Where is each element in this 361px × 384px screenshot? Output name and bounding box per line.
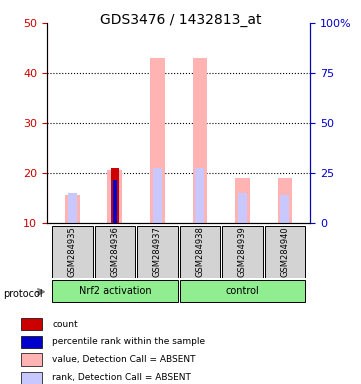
Text: GSM284938: GSM284938 [195,226,204,277]
Bar [192,58,207,223]
FancyBboxPatch shape [137,226,178,278]
Bar [108,170,122,223]
Bar [113,180,117,223]
Bar [235,178,250,223]
Bar [68,193,77,223]
Bar [238,193,247,223]
Bar [22,353,42,366]
FancyBboxPatch shape [52,226,93,278]
FancyBboxPatch shape [179,226,220,278]
Text: percentile rank within the sample: percentile rank within the sample [52,337,205,346]
Text: GSM284940: GSM284940 [280,226,290,277]
Text: protocol: protocol [4,289,43,299]
Bar [280,195,290,223]
Text: rank, Detection Call = ABSENT: rank, Detection Call = ABSENT [52,373,191,382]
FancyBboxPatch shape [95,226,135,278]
Text: GSM284935: GSM284935 [68,226,77,277]
Bar [111,168,119,223]
Bar [65,195,80,223]
FancyBboxPatch shape [265,226,305,278]
Bar [153,168,162,223]
Bar [196,168,204,223]
Text: GSM284939: GSM284939 [238,226,247,277]
Bar [22,336,42,348]
FancyBboxPatch shape [179,280,305,302]
Text: count: count [52,319,78,329]
Bar [110,180,119,223]
Text: GDS3476 / 1432813_at: GDS3476 / 1432813_at [100,13,261,27]
Text: GSM284937: GSM284937 [153,226,162,277]
Text: value, Detection Call = ABSENT: value, Detection Call = ABSENT [52,355,196,364]
Bar [278,178,292,223]
FancyBboxPatch shape [52,280,178,302]
Bar [22,318,42,330]
Text: control: control [226,286,259,296]
Bar [22,372,42,384]
Text: GSM284936: GSM284936 [110,226,119,277]
FancyBboxPatch shape [222,226,263,278]
Bar [150,58,165,223]
Text: Nrf2 activation: Nrf2 activation [79,286,151,296]
